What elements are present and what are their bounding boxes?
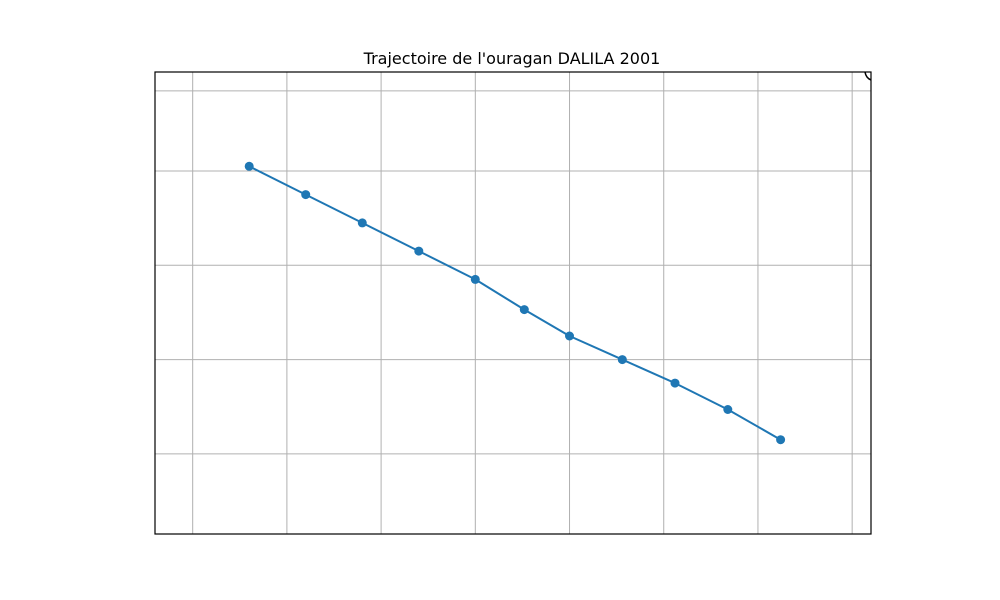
track-point-7 [617, 355, 627, 365]
track-point-4 [470, 274, 480, 284]
track-point-2 [357, 218, 367, 228]
coastline-fragment [864, 71, 872, 81]
track-point-1 [301, 190, 311, 200]
track-point-10 [776, 435, 786, 445]
plot-frame [154, 71, 872, 535]
track-point-8 [670, 378, 680, 388]
track-point-6 [565, 331, 574, 341]
track-point-0 [244, 161, 254, 171]
track-point-5 [519, 305, 529, 315]
series-layer [244, 161, 786, 445]
track-point-3 [414, 246, 424, 256]
x-gridlines [192, 72, 853, 534]
plot-area [154, 71, 872, 535]
chart-title: Trajectoire de l'ouragan DALILA 2001 [363, 49, 661, 68]
track-point-9 [723, 405, 733, 414]
y-gridlines [155, 90, 871, 455]
